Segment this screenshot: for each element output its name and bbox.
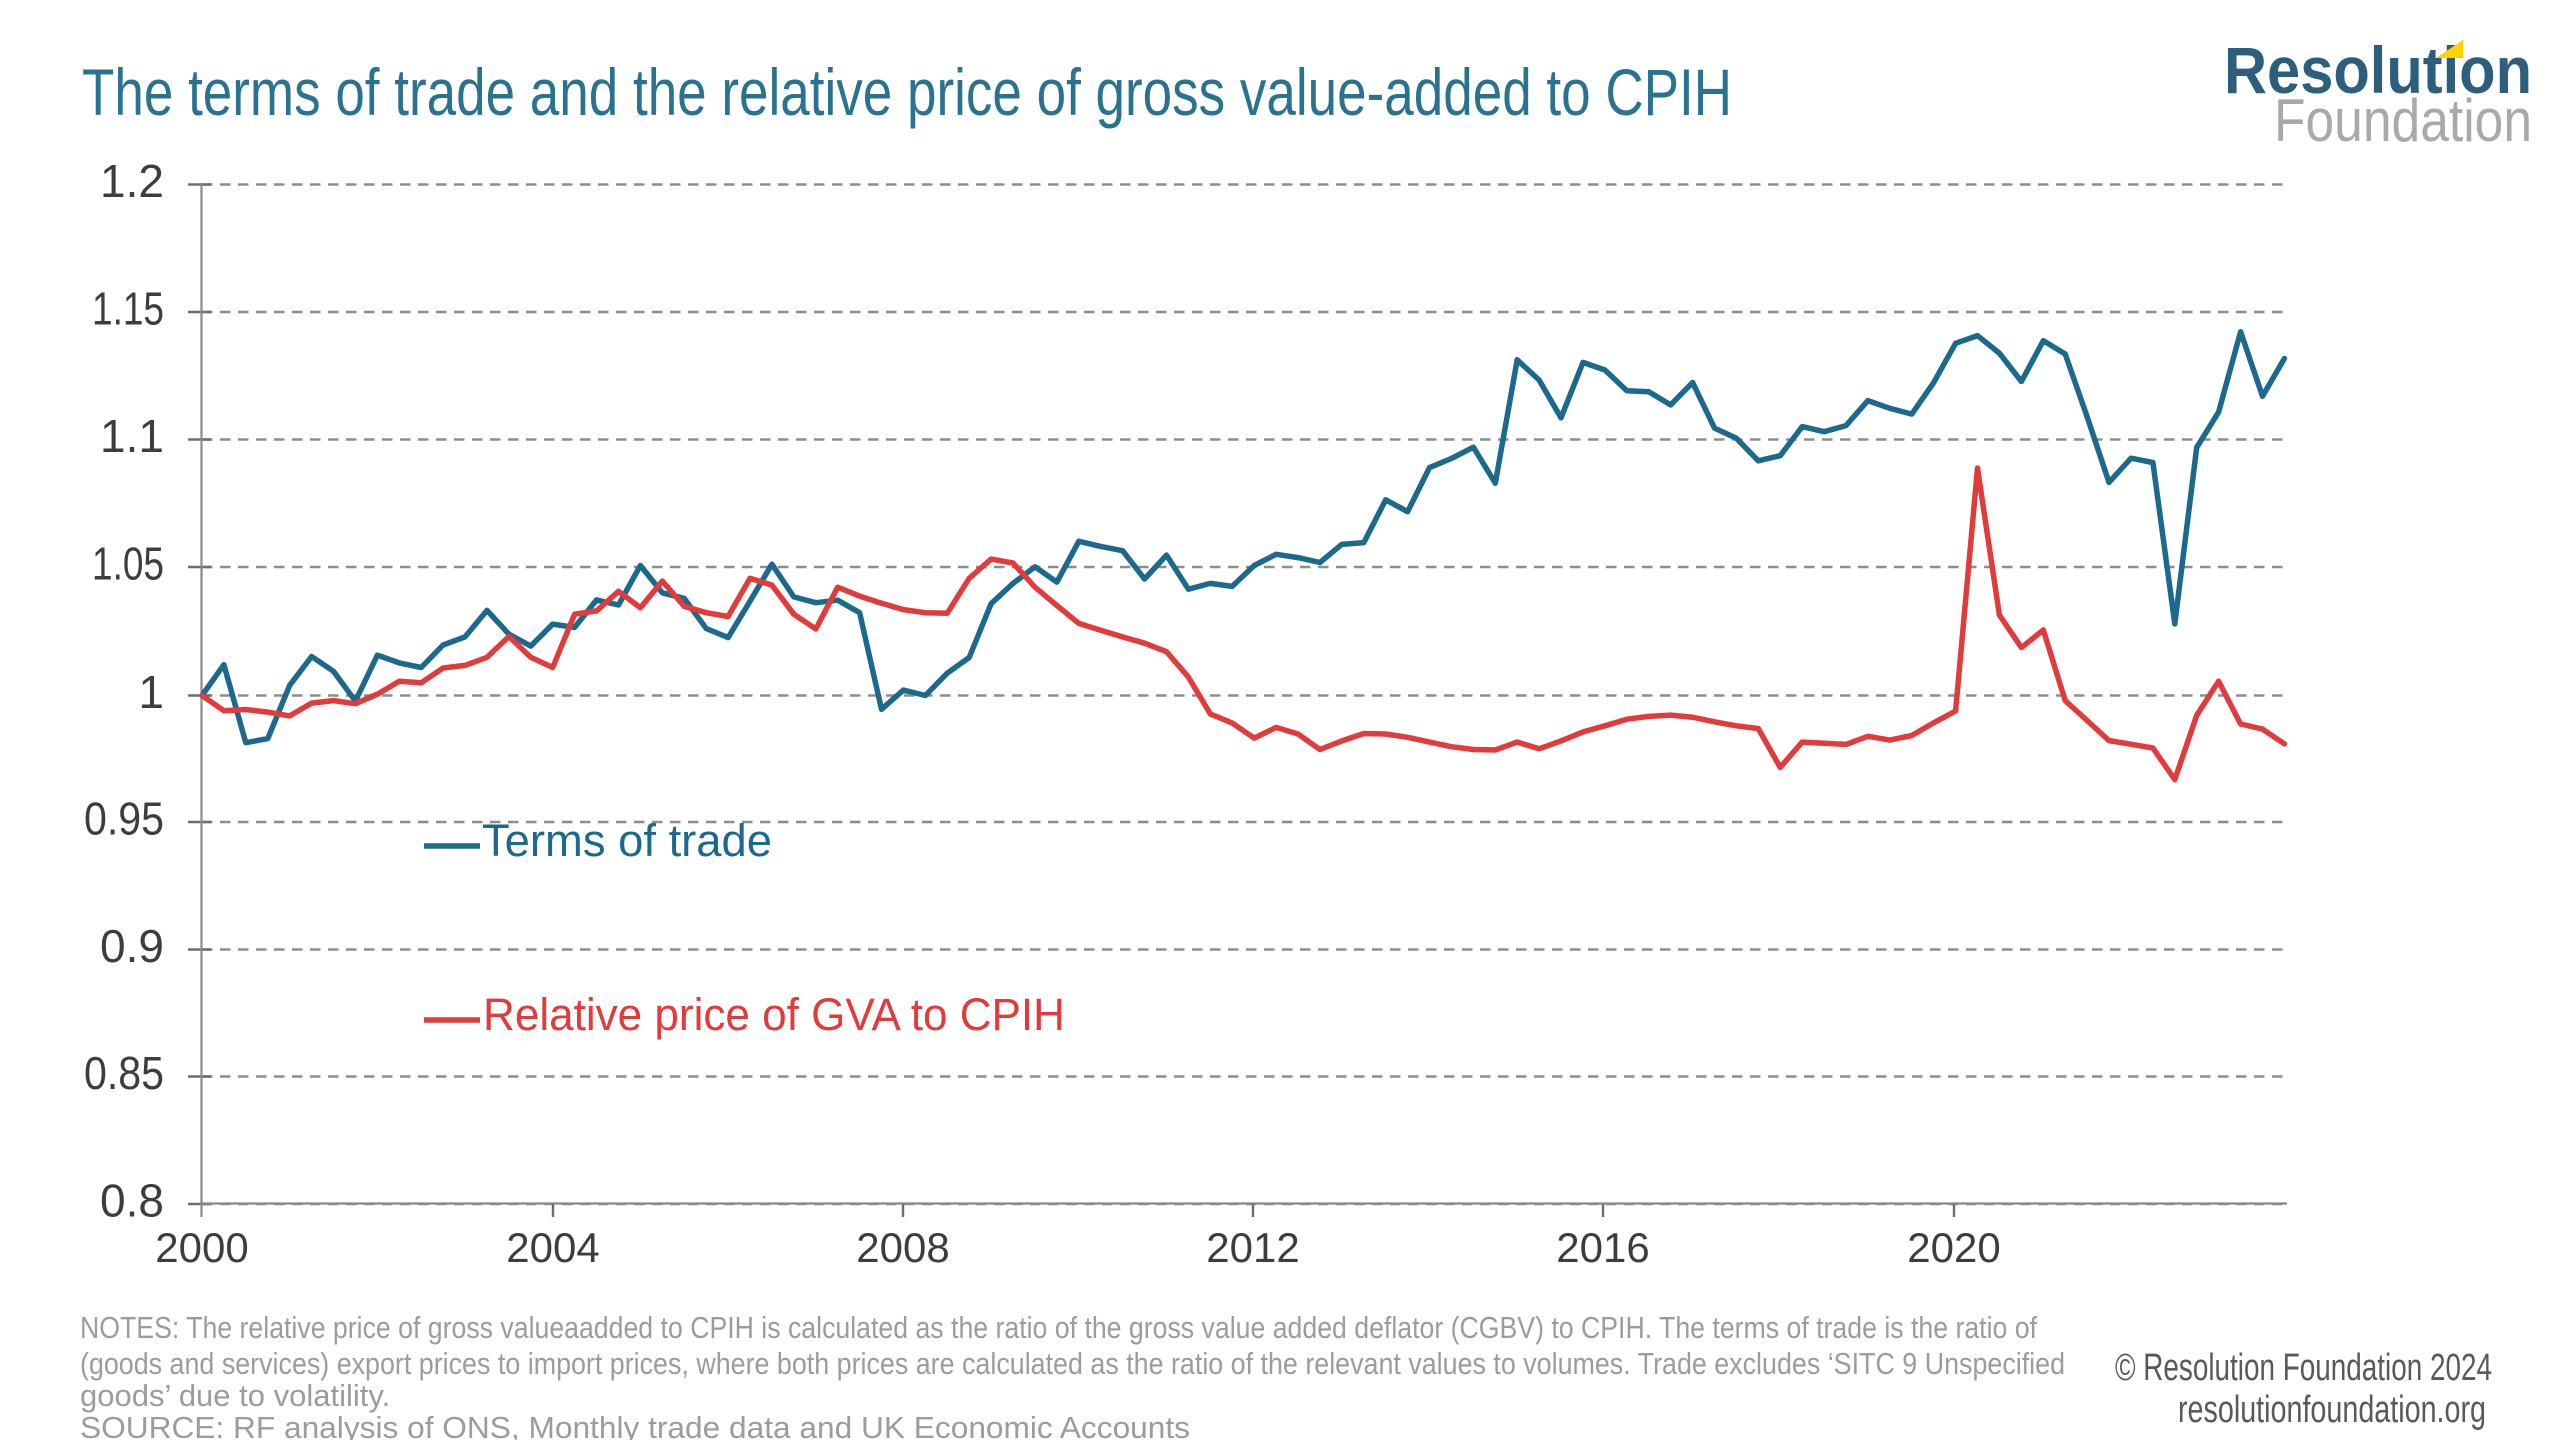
svg-text:1.1: 1.1	[100, 410, 164, 462]
svg-text:0.95: 0.95	[84, 793, 164, 845]
svg-text:1: 1	[138, 666, 164, 718]
svg-text:1.2: 1.2	[100, 155, 164, 207]
svg-text:1.15: 1.15	[92, 283, 164, 335]
svg-text:The terms of trade and the rel: The terms of trade and the relative pric…	[82, 55, 1732, 129]
svg-text:goods’ due to volatility.: goods’ due to volatility.	[80, 1378, 390, 1413]
svg-text:Resolution: Resolution	[2224, 33, 2532, 107]
svg-text:2000: 2000	[155, 1224, 248, 1271]
svg-text:Terms of trade: Terms of trade	[482, 815, 772, 866]
svg-text:2008: 2008	[856, 1224, 949, 1271]
svg-text:0.85: 0.85	[84, 1047, 164, 1099]
svg-text:© Resolution Foundation 2024: © Resolution Foundation 2024	[2115, 1347, 2492, 1389]
svg-text:resolutionfoundation.org: resolutionfoundation.org	[2178, 1389, 2486, 1431]
svg-text:SOURCE: RF analysis of ONS, Mo: SOURCE: RF analysis of ONS, Monthly trad…	[80, 1410, 1190, 1440]
svg-text:2004: 2004	[506, 1224, 599, 1271]
svg-text:2020: 2020	[1907, 1224, 2000, 1271]
svg-text:2016: 2016	[1556, 1224, 1649, 1271]
svg-text:NOTES: The relative price of g: NOTES: The relative price of gross value…	[80, 1310, 2037, 1345]
svg-text:2012: 2012	[1206, 1224, 1299, 1271]
svg-text:Relative price of GVA to CPIH: Relative price of GVA to CPIH	[483, 989, 1065, 1040]
svg-text:1.05: 1.05	[92, 538, 164, 590]
svg-text:0.8: 0.8	[100, 1175, 164, 1227]
svg-text:Foundation: Foundation	[2274, 87, 2532, 154]
svg-text:0.9: 0.9	[100, 920, 164, 972]
svg-text:(goods and services) export pr: (goods and services) export prices to im…	[80, 1346, 2065, 1381]
